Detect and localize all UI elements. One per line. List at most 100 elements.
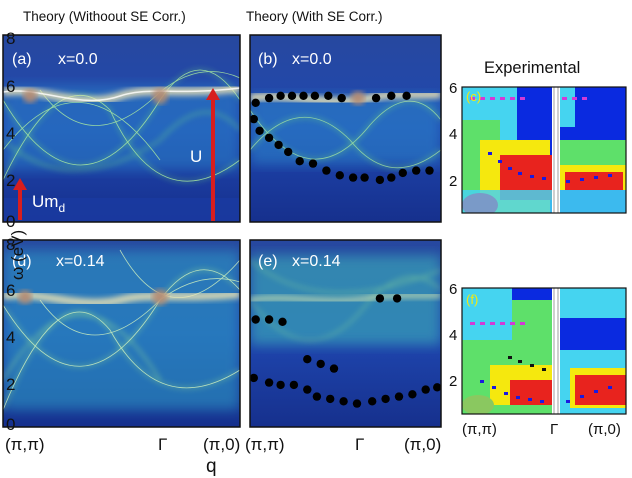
ytick-bot-0: 0 [6,415,15,434]
xtick-pipi-mid: (π,π) [245,435,285,454]
data-point [289,380,299,390]
data-point [392,294,402,303]
ytick-bot-4: 4 [6,328,15,347]
data-point [352,399,362,408]
data-point [303,385,312,394]
ytick-f-2: 2 [449,373,457,390]
data-point [274,140,283,150]
ytick-bot-8: 8 [6,235,15,254]
xtick-pi0-exp: (π,0) [588,421,621,438]
data-point [371,93,381,103]
data-point [299,91,308,101]
data-point [312,392,322,401]
data-point [398,168,407,178]
data-point [433,383,442,392]
data-point [402,91,411,101]
panel-a-tag: (a) [12,51,32,68]
xtick-pi0-left: (π,0) [203,435,240,454]
data-point [394,392,404,401]
data-point [348,173,358,182]
data-point [276,380,285,390]
u-arrow [206,88,220,221]
data-point [387,91,396,101]
panel-e-doping: x=0.14 [292,253,341,270]
data-point [387,173,396,182]
panel-f-tag: (f) [466,292,478,307]
data-point [368,397,377,406]
data-point [337,93,346,103]
data-point [255,126,264,135]
panel-d-tag: (d) [12,253,32,270]
data-point [249,114,258,124]
data-point [303,355,312,364]
xtick-pipi-exp: (π,π) [462,421,497,438]
panel-f [462,288,626,414]
y-ticks-bottom: 8 6 4 2 0 [6,235,15,434]
data-point [276,91,285,101]
ytick-f-4: 4 [449,327,457,344]
data-point [375,294,385,303]
panel-b-tag: (b) [258,51,278,68]
data-point [322,166,331,175]
data-point [335,171,344,180]
ytick-top-0: 0 [6,212,15,231]
panel-d-doping: x=0.14 [56,253,105,270]
data-point [251,98,260,108]
ytick-top-4: 4 [6,124,15,143]
ytick-top-6: 6 [6,77,15,96]
data-point [278,317,287,326]
data-point [295,157,304,166]
x-axis-label: q [206,456,217,477]
data-point [329,364,339,373]
data-point [360,173,369,182]
xtick-gamma-exp: Γ [550,421,558,438]
data-point [308,159,318,168]
data-point [264,315,274,324]
data-point [316,359,325,369]
xtick-pi0-mid: (π,0) [404,435,441,454]
data-point [425,166,434,175]
panel-e-tag: (e) [258,253,278,270]
header-theory-with: Theory (With SE Corr.) [246,9,383,24]
xtick-gamma-mid: Γ [355,435,364,454]
panel-c-tag: (c) [466,89,481,104]
y-ticks-exp-top: 6 4 2 [449,80,457,190]
panel-b [250,35,441,222]
xtick-pipi-left: (π,π) [5,435,45,454]
header-experimental: Experimental [484,59,580,77]
ytick-bot-6: 6 [6,281,15,300]
data-point [284,147,293,157]
ytick-c-2: 2 [449,173,457,190]
data-point [408,390,417,399]
umd-arrow [13,178,27,220]
data-point [264,133,274,142]
ytick-top-2: 2 [6,171,15,190]
y-axis-label: ω (eV) [8,230,27,280]
umd-label: Umd [32,192,65,215]
data-point [326,394,335,404]
panel-a [3,35,240,222]
panel-d [3,240,240,427]
u-label: U [190,147,202,166]
data-point [339,397,348,406]
data-point [412,166,421,175]
panel-b-dots [249,91,434,185]
panel-e-dots [249,294,442,408]
data-point [310,91,320,101]
panel-c [462,87,626,213]
ytick-top-8: 8 [6,29,15,48]
data-point [381,394,390,404]
x-ticks-exp: (π,π) Γ (π,0) [462,421,621,438]
xtick-gamma-left: Γ [158,435,167,454]
data-point [264,378,274,387]
data-point [324,91,333,101]
header-theory-without: Theory (Withoout SE Corr.) [23,9,186,24]
panel-a-doping: x=0.0 [58,51,98,68]
ytick-c-6: 6 [449,80,457,97]
ytick-bot-2: 2 [6,375,15,394]
data-point [287,91,297,101]
data-point [421,385,430,394]
ytick-f-6: 6 [449,281,457,298]
y-ticks-exp-bottom: 6 4 2 [449,281,457,390]
